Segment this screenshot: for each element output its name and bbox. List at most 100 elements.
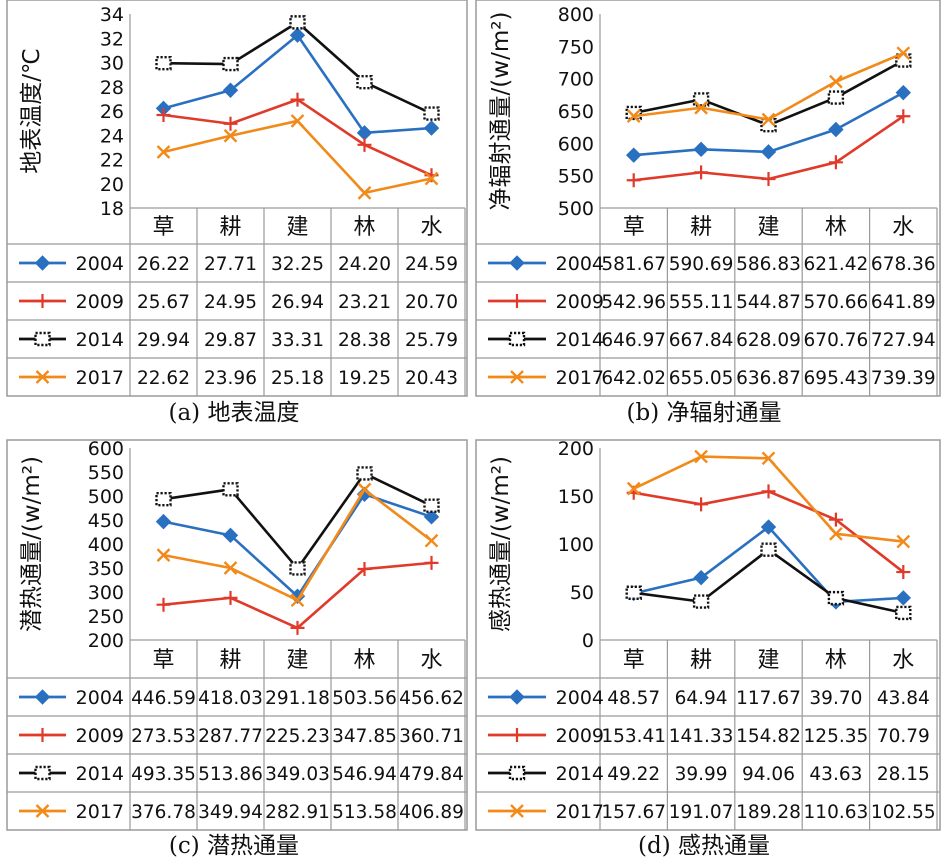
legend-marker-2004	[509, 255, 525, 271]
data-point-2014	[289, 561, 306, 576]
data-point-2004	[895, 84, 912, 101]
data-label: 24.59	[405, 254, 458, 275]
panel-caption: (d) 感热通量	[638, 833, 770, 859]
legend-marker-2014	[34, 331, 51, 347]
legend-marker-2017	[510, 804, 524, 818]
data-point-2017	[761, 112, 776, 127]
y-axis-label: 地表温度/℃	[19, 48, 45, 174]
data-label: 125.35	[804, 726, 869, 747]
category-label: 耕	[690, 648, 712, 673]
data-label: 25.18	[271, 368, 324, 389]
y-tick-label: 32	[100, 28, 124, 50]
y-tick-label: 34	[100, 4, 124, 26]
legend-series-name: 2009	[76, 291, 124, 313]
data-label: 570.66	[804, 292, 869, 313]
data-label: 273.53	[131, 726, 196, 747]
category-label: 草	[152, 648, 174, 673]
y-tick-label: 250	[88, 606, 124, 628]
category-label: 林	[825, 648, 847, 673]
y-tick-label: 200	[558, 438, 594, 460]
data-label: 628.09	[736, 330, 801, 351]
data-label: 544.87	[736, 292, 801, 313]
data-label: 360.71	[399, 726, 464, 747]
data-label: 670.76	[804, 330, 869, 351]
data-point-2004	[423, 509, 440, 525]
data-point-2017	[357, 185, 372, 200]
data-point-2004	[828, 121, 844, 138]
data-point-2009	[156, 108, 171, 123]
data-label: 48.57	[607, 688, 660, 709]
data-point-2017	[694, 100, 708, 115]
data-point-2017	[896, 534, 911, 549]
y-tick-label: 26	[100, 101, 124, 123]
legend-marker-2004	[34, 689, 51, 705]
y-axis-label: 净辐射通量/(w/m²)	[488, 12, 514, 211]
data-label: 28.38	[338, 330, 391, 351]
data-label: 110.63	[804, 802, 869, 823]
data-point-2014	[356, 74, 373, 90]
data-point-2004	[895, 590, 912, 606]
data-label: 446.59	[131, 688, 196, 709]
category-label: 水	[420, 215, 442, 240]
data-label: 49.22	[607, 764, 660, 785]
data-label: 655.05	[669, 368, 734, 389]
y-tick-label: 550	[88, 462, 124, 484]
data-label: 646.97	[601, 330, 666, 351]
y-axis-label: 感热通量/(w/m²)	[488, 456, 514, 632]
y-tick-label: 20	[100, 174, 124, 196]
chart-panel-2: 500 550 600 650 700 750 800 净辐射通量/(w/m²) 草 耕 建 林 水 20…	[475, 0, 941, 426]
data-label: 29.94	[137, 330, 190, 351]
data-label: 287.77	[198, 726, 263, 747]
data-label: 621.42	[804, 254, 869, 275]
data-point-2017	[223, 128, 238, 143]
data-point-2017	[424, 533, 439, 548]
data-label: 39.99	[675, 764, 728, 785]
category-label: 林	[825, 215, 847, 240]
legend-marker-2017	[35, 804, 50, 818]
panel-border	[6, 439, 468, 831]
data-point-2014	[760, 542, 777, 557]
data-label: 349.94	[198, 802, 263, 823]
category-label: 建	[757, 215, 779, 240]
legend-series-name: 2009	[556, 291, 604, 313]
data-point-2009	[828, 155, 843, 170]
legend-series-name: 2014	[556, 763, 604, 785]
y-tick-label: 200	[88, 630, 124, 652]
chart-panel-4: 0 50 100 150 200 感热通量/(w/m²) 草 耕 建 林 水 2004 48.57 64.…	[475, 438, 941, 859]
y-tick-label: 100	[558, 534, 594, 556]
legend-series-name: 2017	[556, 801, 604, 823]
data-point-2017	[626, 109, 641, 124]
data-label: 642.02	[601, 368, 666, 389]
data-label: 282.91	[265, 802, 330, 823]
data-point-2004	[222, 82, 239, 98]
data-label: 33.31	[271, 330, 324, 351]
data-point-2014	[625, 585, 642, 600]
legend-series-name: 2009	[556, 725, 604, 747]
data-point-2017	[829, 526, 843, 541]
data-label: 503.56	[332, 688, 397, 709]
y-tick-label: 22	[100, 150, 124, 172]
data-point-2004	[289, 27, 306, 43]
data-label: 479.84	[399, 764, 464, 785]
y-tick-label: 300	[88, 582, 124, 604]
data-label: 28.15	[877, 764, 930, 785]
data-label: 141.33	[669, 726, 734, 747]
data-label: 26.94	[271, 292, 324, 313]
y-tick-label: 28	[100, 77, 124, 99]
category-label: 水	[892, 648, 914, 673]
category-label: 耕	[219, 648, 241, 673]
data-point-2009	[896, 565, 911, 580]
data-label: 590.69	[669, 254, 734, 275]
data-label: 727.94	[871, 330, 936, 351]
legend-marker-2009	[510, 294, 524, 308]
data-label: 154.82	[736, 726, 801, 747]
legend-series-name: 2017	[76, 801, 124, 823]
category-label: 建	[286, 215, 308, 240]
data-label: 542.96	[601, 292, 666, 313]
legend-series-name: 2017	[76, 367, 124, 389]
data-point-2009	[223, 590, 238, 605]
data-label: 25.67	[137, 292, 190, 313]
data-label: 636.87	[736, 368, 801, 389]
